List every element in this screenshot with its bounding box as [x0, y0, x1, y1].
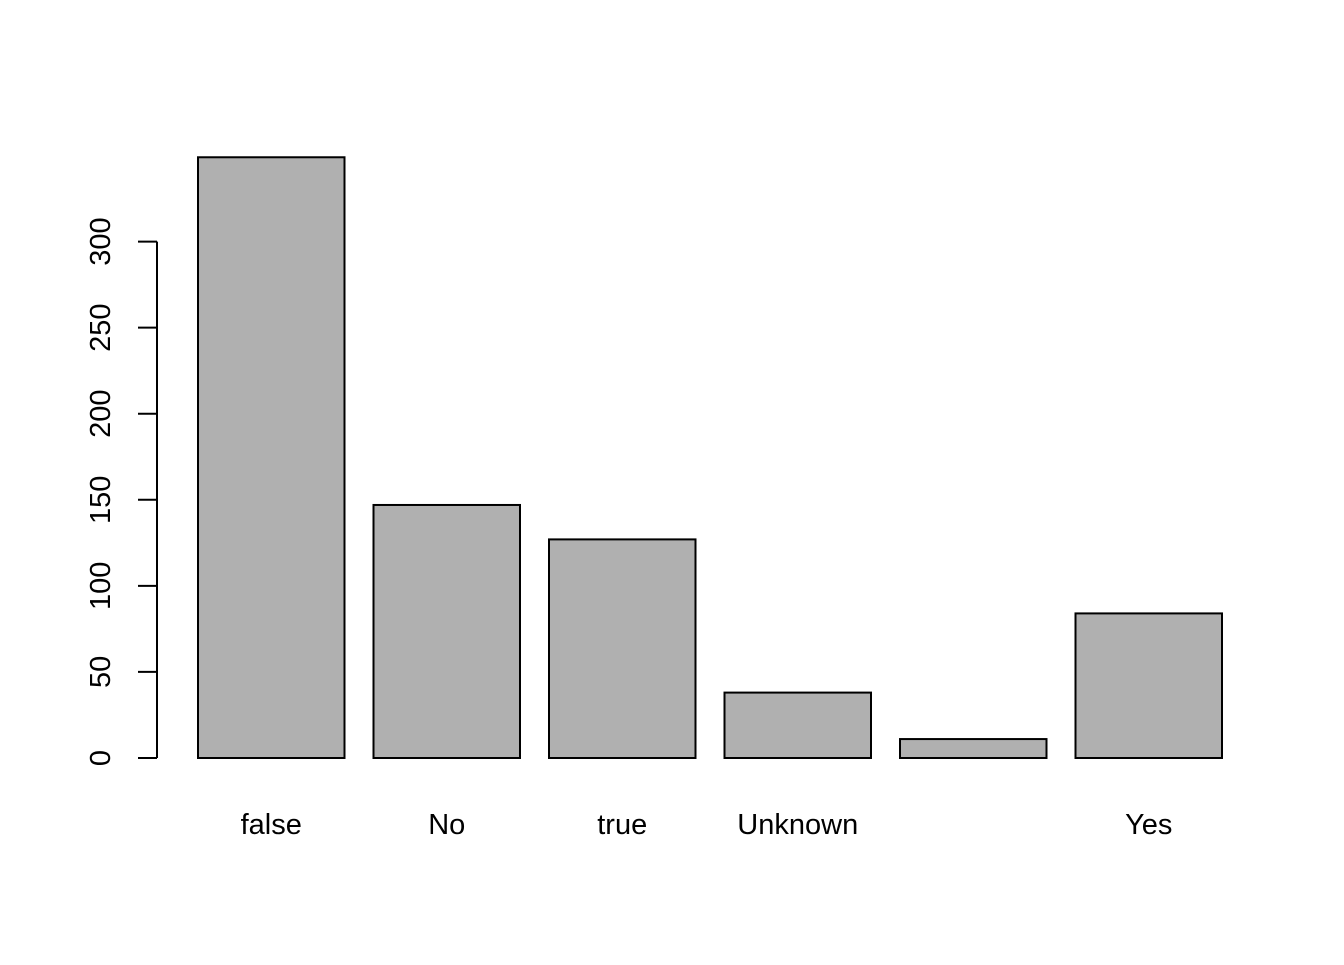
x-tick-label: No — [428, 809, 465, 841]
x-tick-label: Yes — [1125, 809, 1172, 841]
bars-layer — [197, 156, 1223, 760]
bar-true — [548, 538, 697, 759]
x-tick-label: false — [241, 809, 302, 841]
bar-yes — [1074, 612, 1223, 760]
y-tick-label: 200 — [85, 390, 117, 438]
x-tick-label: true — [597, 809, 647, 841]
x-axis-labels: false No true Unknown Yes — [241, 809, 1173, 841]
bar-unknown — [723, 691, 872, 759]
y-axis: 0 50 100 150 200 250 300 — [85, 217, 158, 766]
y-tick-label: 150 — [85, 476, 117, 524]
x-tick-label: Unknown — [737, 809, 858, 841]
y-tick-label: 100 — [85, 562, 117, 610]
bar-false — [197, 156, 346, 759]
bar-no — [372, 503, 521, 759]
y-tick-label: 50 — [85, 656, 117, 688]
y-tick-label: 250 — [85, 303, 117, 351]
bar-blank — [899, 738, 1048, 759]
y-tick-label: 0 — [85, 750, 117, 766]
y-tick-label: 300 — [85, 217, 117, 265]
